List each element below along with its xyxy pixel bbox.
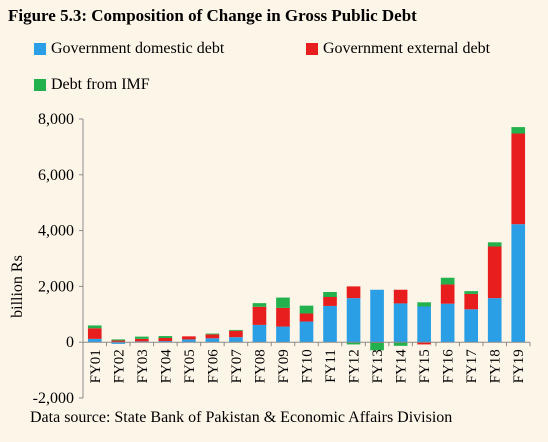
bar-fy06-government-external-debt (205, 334, 220, 339)
bar-fy12-government-external-debt (346, 286, 361, 299)
bar-fy15-government-external-debt (417, 342, 431, 345)
x-tick-label-fy04: FY04 (158, 349, 174, 384)
bar-fy07-debt-from-imf (229, 329, 243, 331)
x-tick-label-fy11: FY11 (323, 349, 339, 383)
bar-fy02-government-external-debt (111, 340, 126, 343)
x-tick-label-fy15: FY15 (417, 349, 433, 383)
bar-fy08-government-domestic-debt (252, 324, 267, 343)
bar-fy14-government-external-debt (393, 289, 408, 304)
bar-fy10-debt-from-imf (299, 305, 314, 314)
bar-fy07-government-external-debt (229, 330, 243, 338)
y-axis-title: billion Rs (9, 255, 26, 318)
bar-fy14-government-domestic-debt (393, 303, 408, 343)
legend-label-external-debt: Government external debt (323, 40, 491, 57)
bar-fy05-government-external-debt (182, 336, 196, 340)
x-tick-label-fy13: FY13 (370, 349, 386, 383)
bar-fy01-debt-from-imf (87, 325, 102, 329)
bar-fy18-government-domestic-debt (487, 298, 502, 343)
x-tick-label-fy06: FY06 (205, 349, 221, 384)
legend-label-domestic-debt: Government domestic debt (51, 40, 225, 57)
x-tick-label-fy17: FY17 (464, 349, 480, 384)
bar-fy17-government-domestic-debt (464, 309, 479, 343)
x-tick-label-fy08: FY08 (252, 349, 268, 383)
bar-fy16-debt-from-imf (440, 277, 455, 285)
bar-fy15-debt-from-imf (417, 302, 431, 307)
bar-fy18-debt-from-imf (487, 242, 502, 247)
y-tick-label: -2,000 (33, 390, 74, 407)
bar-fy17-debt-from-imf (464, 291, 479, 294)
bar-fy08-government-external-debt (252, 306, 267, 325)
legend-swatch-imf-debt (34, 79, 46, 91)
legend-item-imf-debt: Debt from IMF (34, 76, 150, 94)
x-tick-label-fy10: FY10 (300, 349, 316, 383)
x-tick-label-fy03: FY03 (135, 349, 151, 383)
bar-fy09-government-external-debt (276, 307, 290, 327)
y-tick-label: 2,000 (38, 278, 74, 295)
y-tick-label: 6,000 (38, 167, 74, 184)
bar-fy16-government-domestic-debt (440, 303, 455, 343)
x-tick-label-fy01: FY01 (88, 349, 104, 383)
x-tick-label-fy02: FY02 (111, 349, 127, 383)
x-tick-label-fy12: FY12 (347, 349, 363, 383)
bar-fy04-debt-from-imf (158, 336, 173, 339)
bar-fy13-debt-from-imf (370, 342, 384, 351)
legend-swatch-external-debt (306, 43, 318, 55)
legend-item-domestic-debt: Government domestic debt (34, 40, 224, 58)
bar-fy01-government-external-debt (87, 328, 102, 339)
y-tick-label: 8,000 (38, 111, 74, 128)
bar-fy05-government-domestic-debt (182, 339, 196, 343)
bar-fy12-government-domestic-debt (346, 298, 361, 343)
bar-fy04-government-external-debt (158, 338, 173, 342)
bar-fy04-government-domestic-debt (158, 341, 173, 343)
bar-fy16-government-external-debt (440, 284, 455, 304)
bar-fy17-government-external-debt (464, 293, 479, 310)
bar-fy01-government-domestic-debt (87, 338, 102, 343)
x-tick-label-fy16: FY16 (441, 349, 457, 384)
bar-fy10-government-domestic-debt (299, 321, 314, 343)
bar-fy03-government-external-debt (134, 338, 149, 342)
bar-fy10-government-external-debt (299, 313, 314, 322)
data-source-note: Data source: State Bank of Pakistan & Ec… (30, 409, 453, 426)
x-tick-label-fy14: FY14 (394, 349, 410, 384)
bar-fy15-government-domestic-debt (417, 306, 431, 343)
y-tick-label: 4,000 (38, 223, 74, 240)
bar-fy11-government-domestic-debt (323, 305, 337, 343)
bar-fy19-government-domestic-debt (511, 224, 526, 343)
bar-fy18-government-external-debt (487, 246, 502, 299)
bar-fy06-government-domestic-debt (205, 338, 220, 343)
legend-swatch-domestic-debt (34, 43, 46, 55)
bar-fy13-government-domestic-debt (370, 289, 384, 343)
bar-fy02-debt-from-imf (111, 339, 126, 341)
bar-fy07-government-domestic-debt (229, 337, 243, 343)
x-tick-label-fy05: FY05 (182, 349, 198, 383)
bar-fy14-debt-from-imf (393, 342, 408, 346)
bar-fy02-government-domestic-debt (111, 342, 126, 344)
x-tick-label-fy07: FY07 (229, 349, 245, 384)
bar-fy08-debt-from-imf (252, 303, 267, 307)
bar-fy09-debt-from-imf (276, 297, 290, 308)
x-tick-label-fy09: FY09 (276, 349, 292, 383)
x-tick-label-fy18: FY18 (488, 349, 504, 383)
bar-fy12-debt-from-imf (346, 342, 361, 345)
legend-label-imf-debt: Debt from IMF (51, 76, 150, 93)
bar-fy03-debt-from-imf (134, 336, 149, 339)
bar-fy09-government-domestic-debt (276, 326, 290, 343)
bar-fy19-government-external-debt (511, 133, 526, 225)
bar-fy19-debt-from-imf (511, 127, 526, 134)
chart-title: Figure 5.3: Composition of Change in Gro… (8, 6, 417, 25)
y-tick-label: 0 (66, 334, 74, 351)
bar-fy11-government-external-debt (323, 297, 337, 306)
legend-item-external-debt: Government external debt (306, 40, 490, 58)
x-tick-label-fy19: FY19 (511, 349, 527, 383)
bar-fy06-debt-from-imf (205, 333, 220, 335)
bar-fy11-debt-from-imf (323, 291, 337, 298)
